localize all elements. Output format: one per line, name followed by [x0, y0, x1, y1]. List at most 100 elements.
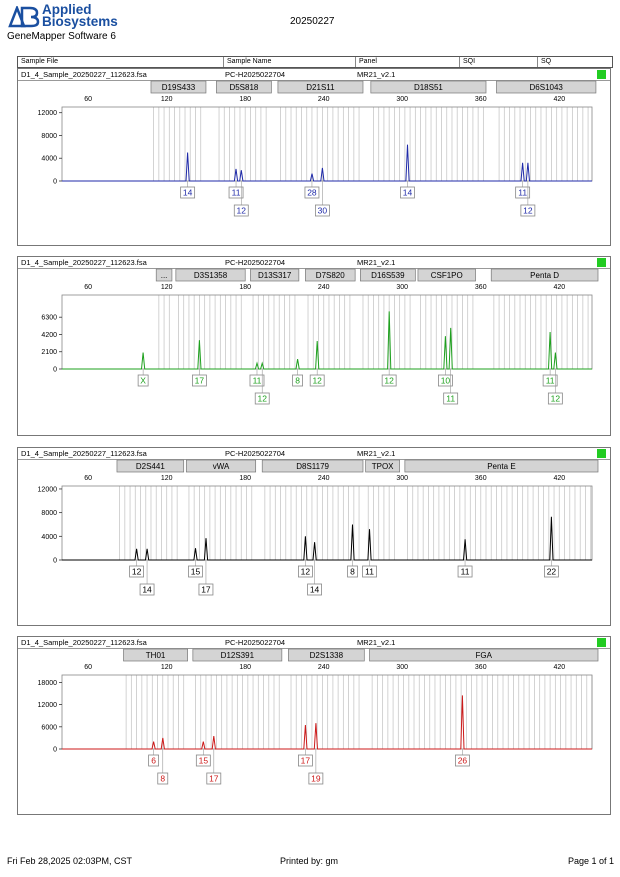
- allele-call[interactable]: 12: [547, 369, 563, 405]
- allele-call[interactable]: 11: [515, 181, 531, 199]
- column-sqi: SQI: [460, 57, 538, 67]
- allele-call[interactable]: 11: [228, 181, 244, 199]
- x-tick-label: 240: [318, 664, 330, 671]
- locus-bin[interactable]: D6S1043: [496, 80, 597, 94]
- locus-label: Penta E: [487, 462, 515, 471]
- allele-call[interactable]: 11: [362, 560, 377, 578]
- allele-call[interactable]: 19: [308, 749, 324, 785]
- locus-bar: [490, 268, 599, 282]
- allele-call[interactable]: 28: [304, 181, 320, 199]
- locus-bin[interactable]: FGA: [369, 648, 599, 662]
- locus-bin[interactable]: Penta E: [404, 459, 599, 473]
- allele-call[interactable]: 11: [542, 369, 558, 387]
- allele-call[interactable]: 14: [180, 181, 196, 199]
- allele-call[interactable]: 12: [233, 181, 249, 217]
- locus-bin[interactable]: D3S1358: [175, 268, 246, 282]
- allele-call-box: [292, 374, 303, 387]
- locus-bin[interactable]: D16S539: [360, 268, 416, 282]
- x-tick-label: 240: [318, 284, 330, 291]
- locus-label: D7S820: [316, 271, 345, 280]
- locus-label: D16S539: [371, 271, 405, 280]
- allele-call[interactable]: 14: [400, 181, 415, 199]
- allele-call[interactable]: 8: [347, 560, 358, 578]
- x-tick-label: 180: [239, 96, 251, 103]
- allele-call-label: 11: [446, 394, 455, 404]
- allele-call-box: [228, 186, 244, 199]
- y-tick-label: 4200: [41, 332, 57, 339]
- allele-call[interactable]: 14: [307, 560, 322, 596]
- allele-call[interactable]: 12: [520, 181, 536, 217]
- allele-call[interactable]: 12: [298, 560, 313, 578]
- locus-label: D5S818: [229, 83, 258, 92]
- allele-call[interactable]: 12: [381, 369, 397, 387]
- allele-call[interactable]: 17: [192, 369, 207, 387]
- electropherogram-chart: ... D3S1358 D13S317 D7S820 D16S539 CSF1PO Pent…: [41, 268, 599, 405]
- sample-info-row: D1_4_Sample_20250227_112623.fsa PC-H20250…: [18, 69, 610, 81]
- allele-call-label: 14: [403, 188, 413, 198]
- allele-call[interactable]: X: [137, 369, 149, 387]
- locus-bin[interactable]: D8S1179: [261, 459, 364, 473]
- allele-call[interactable]: 12: [254, 369, 270, 405]
- plot-frame: [61, 294, 593, 370]
- allele-call[interactable]: 30: [315, 181, 330, 217]
- allele-call[interactable]: 12: [129, 560, 144, 578]
- locus-bin[interactable]: D13S317: [250, 268, 300, 282]
- locus-bin[interactable]: D7S820: [305, 268, 356, 282]
- allele-call[interactable]: 11: [443, 369, 459, 405]
- locus-bin[interactable]: Penta D: [490, 268, 599, 282]
- allele-call-label: 19: [311, 774, 321, 784]
- allele-call-label: 30: [318, 206, 328, 216]
- locus-bin[interactable]: D2S1338: [288, 648, 365, 662]
- signal-trace: [62, 695, 592, 750]
- brand-line-2: Biosystems: [42, 14, 118, 29]
- y-tick-label: 18000: [38, 680, 58, 687]
- allele-call-label: 17: [301, 756, 311, 766]
- allele-call-label: 15: [199, 756, 209, 766]
- locus-label: TPOX: [372, 462, 394, 471]
- allele-call[interactable]: 14: [139, 560, 155, 596]
- allele-call-label: 14: [183, 188, 193, 198]
- allele-call[interactable]: 15: [188, 560, 203, 578]
- allele-call[interactable]: 11: [457, 560, 473, 578]
- electropherogram-panel-blue: D1_4_Sample_20250227_112623.fsa PC-H20250…: [17, 68, 611, 246]
- locus-bin[interactable]: CSF1PO: [417, 268, 476, 282]
- x-tick-label: 60: [84, 96, 92, 103]
- allele-call[interactable]: 22: [544, 560, 559, 578]
- x-tick-label: 300: [396, 284, 408, 291]
- column-sample-file: Sample File: [18, 57, 224, 67]
- locus-bin[interactable]: D5S818: [216, 80, 272, 94]
- locus-bin[interactable]: D12S391: [192, 648, 283, 662]
- allele-call-label: 17: [195, 376, 205, 386]
- locus-bin[interactable]: D19S433: [150, 80, 207, 94]
- x-tick-label: 60: [84, 284, 92, 291]
- allele-call[interactable]: 17: [298, 749, 313, 767]
- y-tick-label: 12000: [38, 486, 58, 493]
- allele-call-box: [520, 204, 536, 217]
- sample-panel: MR21_v2.1: [357, 449, 396, 458]
- allele-call[interactable]: 26: [455, 749, 470, 767]
- allele-call[interactable]: 6: [148, 749, 160, 767]
- locus-bin[interactable]: D21S11: [277, 80, 364, 94]
- allele-call-box: [347, 565, 358, 578]
- allele-call[interactable]: 12: [309, 369, 325, 387]
- locus-bin[interactable]: D2S441: [116, 459, 185, 473]
- allele-call[interactable]: 17: [206, 749, 222, 785]
- locus-bin[interactable]: vWA: [185, 459, 257, 473]
- locus-bin[interactable]: D18S51: [370, 80, 487, 94]
- allele-call[interactable]: 8: [292, 369, 303, 387]
- allele-call-box: [148, 754, 160, 767]
- locus-bin[interactable]: TH01: [123, 648, 188, 662]
- allele-call-label: 11: [253, 376, 262, 386]
- software-name: GeneMapper Software 6: [7, 31, 116, 42]
- allele-call[interactable]: 11: [249, 369, 265, 387]
- allele-call-box: [307, 583, 322, 596]
- allele-call[interactable]: 17: [198, 560, 214, 596]
- locus-bin[interactable]: TPOX: [365, 459, 400, 473]
- allele-call-box: [254, 392, 270, 405]
- report-header: Applied Biosystems GeneMapper Software 6…: [0, 0, 620, 50]
- locus-bin[interactable]: ...: [155, 268, 173, 282]
- allele-call[interactable]: 10: [438, 369, 453, 387]
- allele-call[interactable]: 8: [157, 749, 169, 785]
- allele-call[interactable]: 15: [195, 749, 211, 767]
- y-tick-label: 6000: [41, 724, 57, 731]
